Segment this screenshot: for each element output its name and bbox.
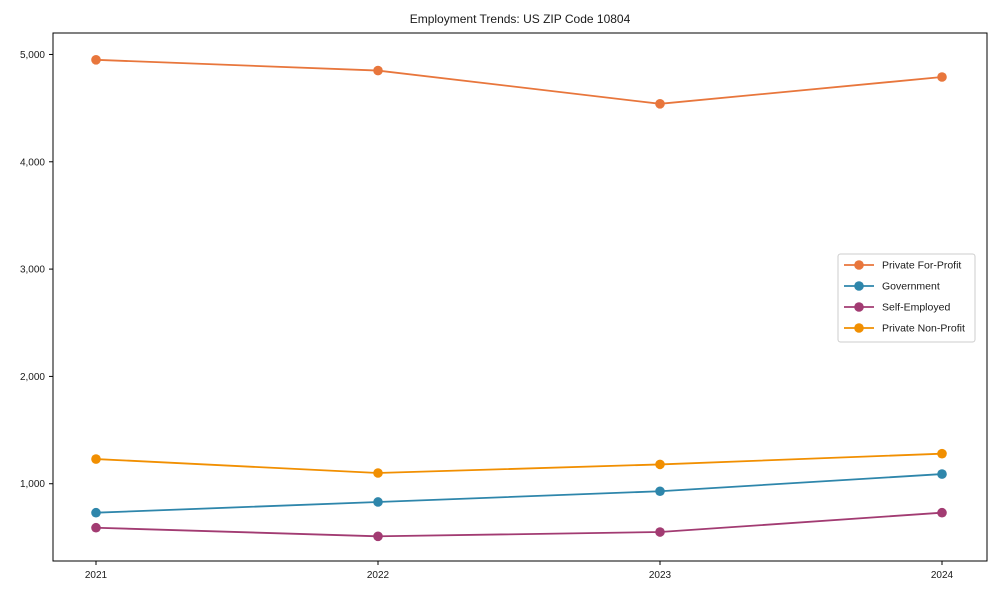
legend-label: Government: [882, 281, 940, 293]
legend-marker: [854, 323, 864, 333]
data-point-private-non-profit-2023: [655, 459, 665, 470]
legend: Private For-Profit Government Self-Employe…: [837, 253, 976, 343]
data-point-government-2023: [655, 486, 665, 497]
y-tick-label: 1,000: [20, 479, 45, 490]
legend-item-private-for-profit: Private For-Profit: [844, 260, 961, 272]
legend-marker: [854, 302, 864, 312]
data-point-private-non-profit-2021: [91, 454, 101, 464]
legend-marker: [854, 260, 864, 270]
series-line-government: [95, 473, 943, 514]
legend-item-private-non-profit: Private Non-Profit: [844, 323, 965, 335]
data-point-government-2024: [937, 469, 947, 479]
data-point-self-employed-2023: [655, 527, 665, 537]
y-tick-label: 5,000: [20, 50, 45, 61]
series-line-self-employed: [95, 511, 943, 538]
plot-area: 1,000 2,000 3,000 4,000 5,000 2021 2022 2023 202…: [20, 32, 988, 581]
data-point-self-employed-2024: [937, 507, 947, 518]
legend-marker: [854, 281, 864, 291]
series-line-private-non-profit: [95, 452, 943, 474]
chart-title: Employment Trends: US ZIP Code 10804: [410, 12, 631, 26]
x-tick-label: 2024: [931, 570, 954, 581]
legend-label: Private Non-Profit: [882, 323, 965, 335]
data-point-private-non-profit-2024: [937, 448, 947, 459]
data-point-government-2022: [373, 497, 383, 507]
data-point-private-for-profit-2024: [937, 72, 947, 82]
legend-box: [837, 253, 976, 343]
x-tick-label: 2023: [649, 570, 672, 581]
y-tick-label: 2,000: [20, 372, 45, 383]
series-line-private-for-profit: [95, 58, 943, 105]
x-tick-label: 2021: [85, 570, 108, 581]
y-tick-label: 4,000: [20, 157, 45, 168]
x-tick-label: 2022: [367, 570, 390, 581]
y-tick-label: 3,000: [20, 265, 45, 276]
data-point-private-for-profit-2023: [655, 99, 665, 109]
legend-label: Private For-Profit: [882, 260, 961, 272]
legend-item-government: Government: [844, 281, 940, 293]
axes-frame: [52, 32, 988, 562]
legend-label: Self-Employed: [882, 302, 950, 314]
data-point-private-for-profit-2022: [373, 65, 383, 76]
data-point-government-2021: [91, 507, 101, 518]
legend-item-self-employed: Self-Employed: [844, 302, 950, 314]
data-point-self-employed-2022: [373, 531, 383, 542]
data-point-self-employed-2021: [91, 522, 101, 533]
data-point-private-for-profit-2021: [91, 55, 101, 65]
data-point-private-non-profit-2022: [373, 468, 383, 478]
